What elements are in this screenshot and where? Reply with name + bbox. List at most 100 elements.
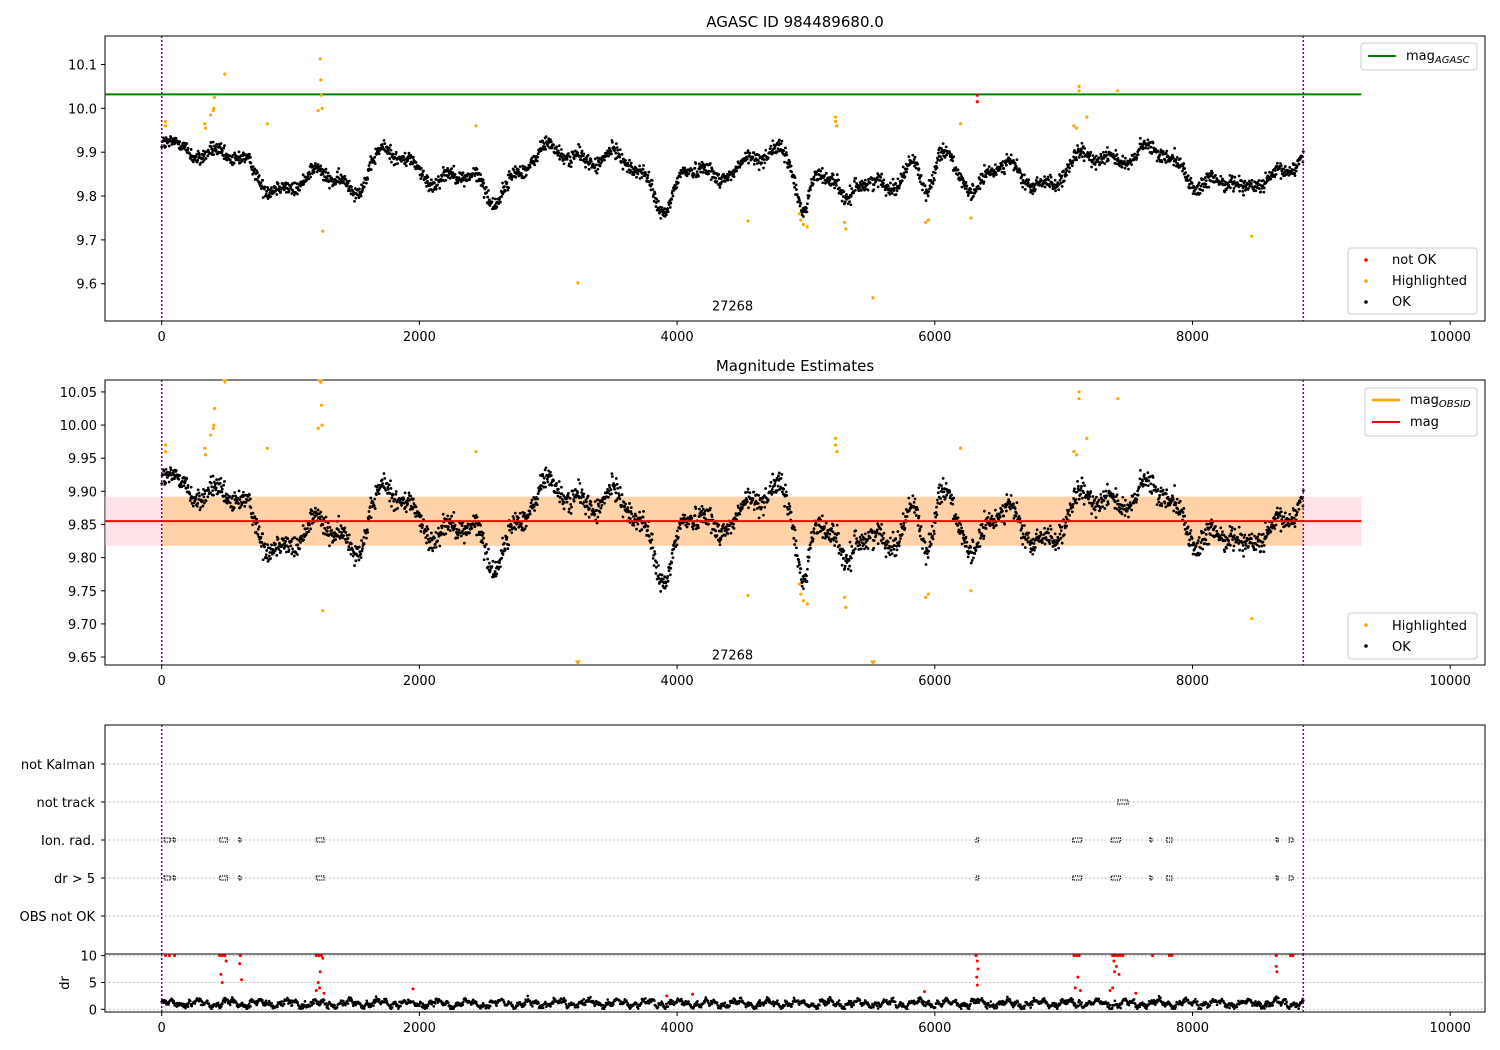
ok-point [389, 486, 393, 490]
highlighted-point [1085, 115, 1089, 119]
ok-point [654, 572, 658, 575]
ok-point [1094, 168, 1098, 171]
ok-point [717, 177, 721, 180]
ok-point [1124, 498, 1127, 502]
ok-point [930, 173, 934, 177]
ok-point [881, 181, 885, 185]
ok-point [717, 523, 721, 527]
ok-point [669, 201, 673, 205]
ok-point [1002, 514, 1006, 518]
ok-point [653, 552, 657, 556]
ok-point [1232, 189, 1235, 193]
ok-point [1121, 495, 1125, 499]
ok-point [340, 531, 344, 534]
ok-point [260, 541, 264, 544]
ok-point [424, 536, 428, 540]
x-tick-label: 10000 [1430, 330, 1471, 345]
ok-point [701, 507, 705, 511]
ok-point [618, 148, 622, 152]
ok-point [931, 182, 935, 186]
ok-point [589, 504, 593, 507]
ok-point [347, 179, 351, 183]
highlighted-legend-label: Highlighted [1392, 274, 1467, 289]
ok-point [354, 196, 358, 200]
ok-point [174, 469, 178, 472]
ok-point [1172, 163, 1176, 167]
ok-point [568, 155, 572, 159]
ok-point [303, 175, 307, 179]
ok-point [617, 153, 621, 157]
ok-point [866, 547, 870, 550]
ok-point [500, 194, 504, 198]
ok-point [203, 492, 207, 496]
ok-point [921, 188, 924, 192]
ok-point [833, 186, 837, 190]
ok-point [434, 177, 438, 181]
ok-point [762, 513, 765, 517]
ok-point [524, 524, 528, 528]
ok-point [444, 178, 448, 182]
ok-point [931, 537, 935, 541]
ok-point [1135, 500, 1138, 504]
highlighted-point [1116, 89, 1120, 93]
ok-point [1269, 177, 1273, 181]
ok-point [1068, 166, 1072, 170]
ok-point [558, 500, 562, 504]
agasc-legend-upper: magAGASC [1360, 42, 1478, 71]
ok-point [1123, 160, 1126, 163]
ok-point [413, 165, 417, 169]
highlighted-point [321, 229, 325, 233]
ok-point [1115, 493, 1119, 497]
ok-point [635, 527, 638, 531]
ok-point [799, 202, 803, 205]
ok-point [690, 168, 694, 172]
ok-point [266, 543, 269, 547]
ok-point [831, 173, 835, 177]
ok-point [1183, 167, 1187, 170]
ok-point [802, 587, 805, 591]
ok-point [956, 168, 960, 172]
ok-point [994, 523, 998, 527]
ok-point [406, 502, 410, 505]
ok-point [1262, 186, 1266, 190]
ok-point [1150, 152, 1154, 155]
ok-point [528, 509, 532, 513]
ok-point [506, 547, 510, 551]
ok-point [425, 184, 428, 188]
ok-point [917, 167, 921, 171]
ok-point [432, 188, 436, 191]
ok-point [923, 540, 927, 544]
ok-point [758, 155, 762, 159]
ok-point [852, 551, 855, 555]
ok-point [806, 196, 810, 200]
ok-point [894, 537, 898, 540]
ok-point [212, 493, 215, 497]
ok-point [708, 506, 712, 510]
ok-point [1104, 489, 1108, 493]
ok-point [790, 170, 793, 174]
ok-point [848, 200, 851, 204]
ok-point [326, 174, 330, 178]
ok-point [315, 170, 319, 174]
ok-point [641, 167, 645, 171]
ok-point [610, 472, 614, 476]
ok-point [766, 498, 770, 502]
ok-point [426, 527, 430, 531]
ok-point [629, 161, 633, 165]
ok-point [1012, 502, 1015, 506]
ok-point [251, 172, 255, 176]
ok-point [350, 542, 353, 546]
ok-point [744, 151, 747, 155]
ok-point [587, 515, 591, 519]
ok-point [365, 528, 369, 532]
ok-point [346, 540, 349, 544]
highlighted-point [871, 296, 875, 300]
ok-point [1067, 509, 1071, 512]
ok-point [694, 162, 698, 165]
ok-point [780, 472, 784, 476]
ok-point [533, 509, 537, 512]
ok-point [783, 160, 786, 164]
ok-point [228, 495, 232, 499]
ok-point [1095, 154, 1098, 158]
ok-point [388, 492, 392, 495]
